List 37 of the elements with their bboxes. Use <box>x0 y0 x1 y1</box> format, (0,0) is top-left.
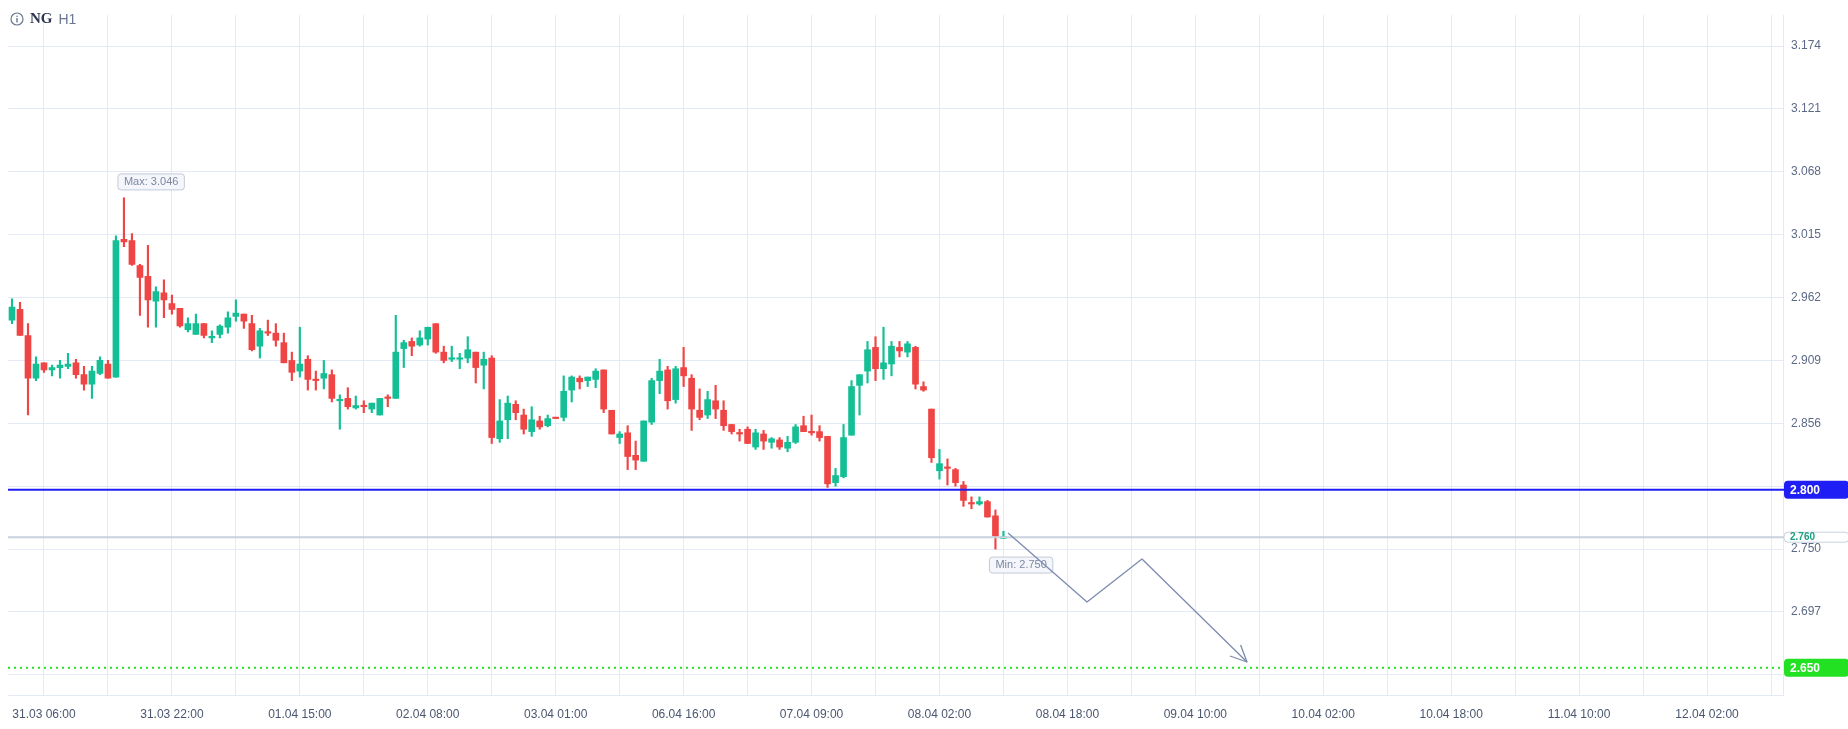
annotation: Max: 3.046 <box>123 174 179 187</box>
candlestick <box>936 449 943 480</box>
x-tick-label: 01.04 15:00 <box>268 706 332 721</box>
x-tick-label: 06.04 16:00 <box>651 706 716 721</box>
y-tick-label: 3.015 <box>1791 226 1822 241</box>
candlestick <box>976 496 983 506</box>
x-tick-label: 08.04 02:00 <box>907 706 972 721</box>
y-tick-label: 3.174 <box>1791 38 1822 53</box>
chart-title: NG <box>30 10 53 27</box>
candlestick <box>856 374 863 416</box>
x-tick-label: 10.04 02:00 <box>1291 706 1356 721</box>
x-tick-label: 07.04 09:00 <box>779 706 844 721</box>
x-tick-label: 02.04 08:00 <box>396 706 460 721</box>
x-tick-label: 09.04 10:00 <box>1163 706 1228 721</box>
y-tick-label: 2.962 <box>1791 289 1822 304</box>
y-tick-label: 2.856 <box>1791 415 1822 430</box>
ref-line-label: 2.800 <box>1790 482 1821 497</box>
x-tick-label: 03.04 01:00 <box>524 706 588 721</box>
ref-line-label: 2.650 <box>1790 660 1821 675</box>
x-tick-label: 08.04 18:00 <box>1035 706 1100 721</box>
y-tick-label: 3.068 <box>1791 164 1822 179</box>
candlestick <box>944 458 951 486</box>
chart-subtitle: H1 <box>58 10 77 27</box>
x-tick-label: 31.03 22:00 <box>140 706 204 721</box>
x-tick-label: 11.04 10:00 <box>1547 706 1611 721</box>
y-tick-label: 3.121 <box>1791 101 1822 116</box>
candlestick <box>968 496 975 510</box>
y-tick-label: 2.750 <box>1791 541 1822 556</box>
y-tick-label: 2.909 <box>1791 352 1822 367</box>
candlestick <box>920 381 927 392</box>
x-tick-label: 31.03 06:00 <box>12 706 77 721</box>
x-tick-label: 12.04 02:00 <box>1675 706 1740 721</box>
candlestick <box>896 341 903 358</box>
annotation: Min: 2.750 <box>995 558 1047 571</box>
ref-line-label: 2.760 <box>1790 531 1816 543</box>
y-tick-label: 2.697 <box>1791 604 1822 619</box>
x-tick-label: 10.04 18:00 <box>1419 706 1484 721</box>
